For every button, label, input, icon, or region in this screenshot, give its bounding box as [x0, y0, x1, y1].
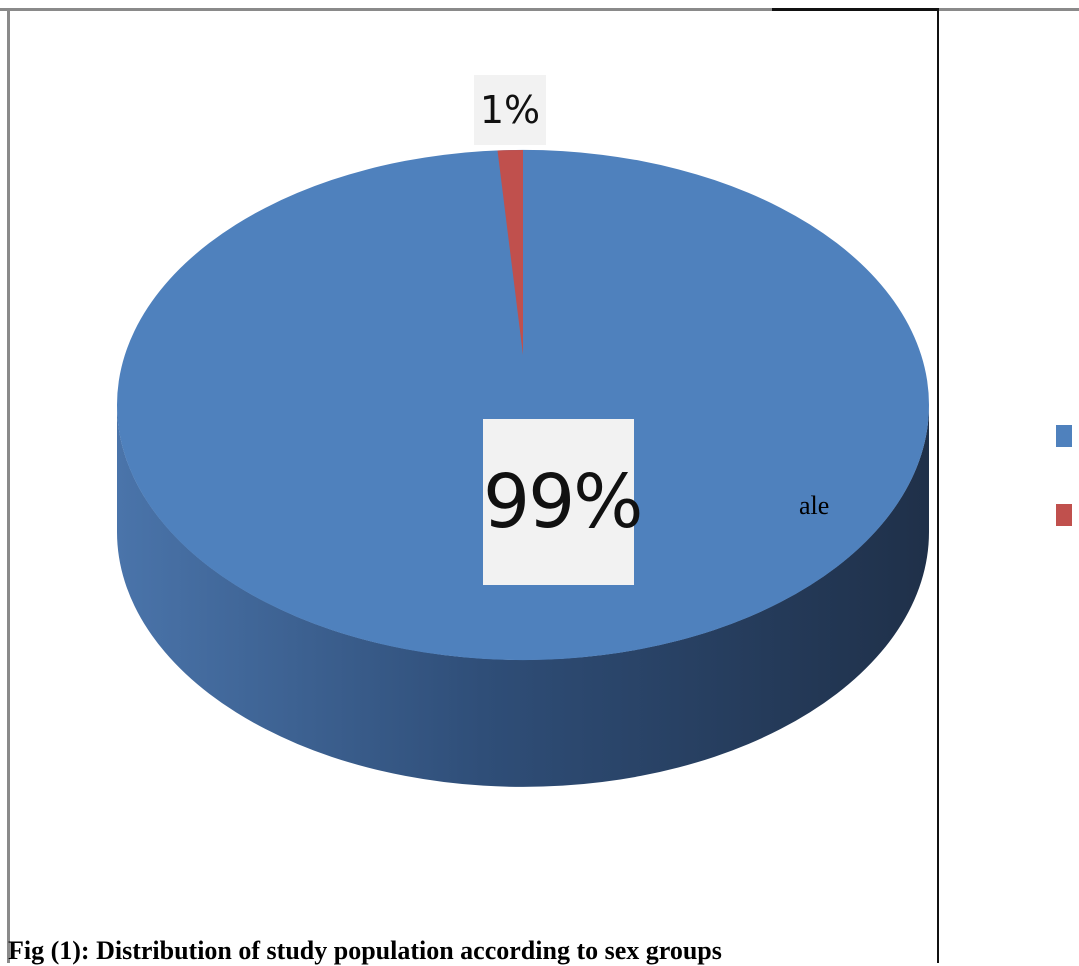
stray-text: ale: [799, 491, 830, 520]
pie-slice-major: [116, 149, 930, 661]
frame-right-border: [937, 8, 939, 963]
frame-left-border: [7, 8, 10, 963]
data-label-minor: 1%: [474, 75, 546, 145]
data-label-major: 99%: [483, 419, 643, 585]
frame-top-accent: [772, 8, 938, 11]
frame-top-border: [0, 8, 1079, 11]
pie-slice-minor: [497, 150, 523, 355]
legend-swatch-minor: [1056, 504, 1072, 526]
figure-caption: Fig (1): Distribution of study populatio…: [8, 936, 722, 965]
pie-side-wall: [117, 405, 929, 787]
legend-swatch-major: [1056, 425, 1072, 447]
